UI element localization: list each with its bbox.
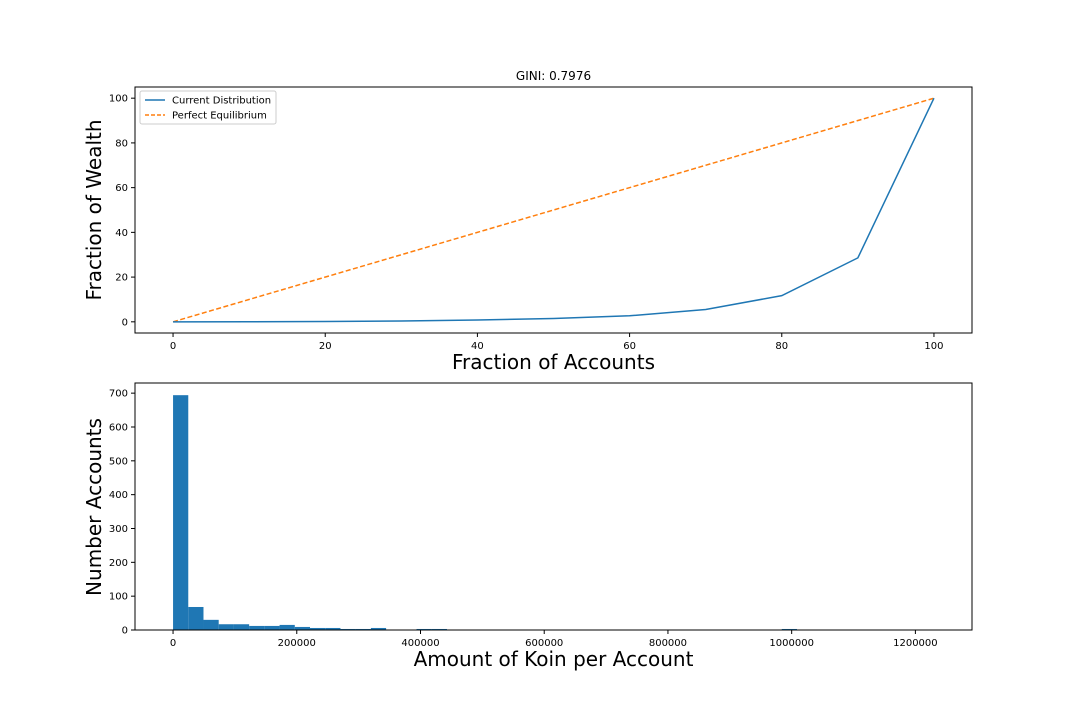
histogram-bar: [340, 628, 356, 630]
x-tick-label: 20: [319, 341, 332, 352]
x-tick-label: 100: [924, 341, 943, 352]
lorenz-axes-frame: [134, 86, 973, 334]
histogram-bar: [203, 619, 219, 630]
x-tick-label: 1200000: [893, 638, 938, 649]
histogram-bar: [188, 606, 204, 630]
x-tick-label: 1000000: [769, 638, 814, 649]
lorenz-title: GINI: 0.7976: [516, 69, 591, 83]
series-line-current-distribution: [173, 97, 935, 323]
y-tick-label: 20: [115, 273, 128, 284]
y-tick-label: 300: [109, 524, 128, 535]
histogram-bar: [416, 628, 432, 630]
lorenz-chart: 0 20 40 60 80 100 0 20 40 60 80 100 GINI: 0.7976 Fr…: [82, 69, 973, 374]
y-tick-label: 600: [109, 422, 128, 433]
legend-label-equilibrium: Perfect Equilibrium: [172, 111, 267, 122]
y-tick-label: 700: [109, 389, 128, 400]
histogram-y-axis-label: Number Accounts: [82, 418, 106, 596]
x-tick-label: 600000: [525, 638, 563, 649]
y-tick-label: 0: [122, 626, 128, 637]
lorenz-x-axis-label: Fraction of Accounts: [452, 350, 655, 374]
histogram-chart: 0 200000 400000 600000 800000 1000000 1200000 0…: [82, 382, 973, 671]
histogram-axes-frame: [134, 382, 973, 631]
y-tick-label: 60: [115, 183, 128, 194]
histogram-bar: [355, 628, 371, 630]
histogram-bar: [370, 627, 387, 630]
y-tick-label: 100: [109, 94, 128, 105]
x-tick-label: 40: [471, 341, 484, 352]
x-tick-label: 0: [170, 638, 176, 649]
histogram-bar: [325, 627, 341, 630]
histogram-bar: [431, 628, 447, 630]
histogram-ticks: 0 200000 400000 600000 800000 1000000 1200000 0…: [109, 389, 938, 649]
x-tick-label: 60: [623, 341, 636, 352]
y-tick-label: 400: [109, 490, 128, 501]
histogram-bar: [233, 624, 250, 630]
x-tick-label: 0: [170, 341, 176, 352]
lorenz-plot-area: [172, 97, 935, 323]
histogram-bar: [264, 625, 280, 630]
legend-box: [139, 90, 277, 125]
histogram-bar: [294, 626, 311, 630]
lorenz-legend: Current Distribution Perfect Equilibrium: [139, 90, 277, 125]
histogram-bar: [781, 628, 797, 630]
histogram-plot-area: [173, 395, 797, 630]
x-tick-label: 80: [775, 341, 788, 352]
x-tick-label: 800000: [649, 638, 687, 649]
lorenz-y-axis-label: Fraction of Wealth: [82, 119, 106, 300]
histogram-x-axis-label: Amount of Koin per Account: [414, 647, 694, 671]
x-tick-label: 200000: [278, 638, 316, 649]
y-tick-label: 80: [115, 138, 128, 149]
lorenz-ticks: 0 20 40 60 80 100 0 20 40 60 80 100: [109, 94, 944, 352]
y-tick-label: 100: [109, 592, 128, 603]
y-tick-label: 40: [115, 228, 128, 239]
y-tick-label: 0: [122, 317, 128, 328]
histogram-bar: [310, 627, 326, 630]
histogram-bar: [249, 625, 265, 630]
histogram-bar: [173, 395, 189, 630]
y-tick-label: 200: [109, 558, 128, 569]
histogram-bar: [279, 624, 295, 630]
x-tick-label: 400000: [401, 638, 439, 649]
y-tick-label: 500: [109, 456, 128, 467]
series-line-perfect-equilibrium: [172, 97, 935, 323]
legend-label-current: Current Distribution: [172, 96, 271, 107]
histogram-bar: [218, 624, 234, 630]
